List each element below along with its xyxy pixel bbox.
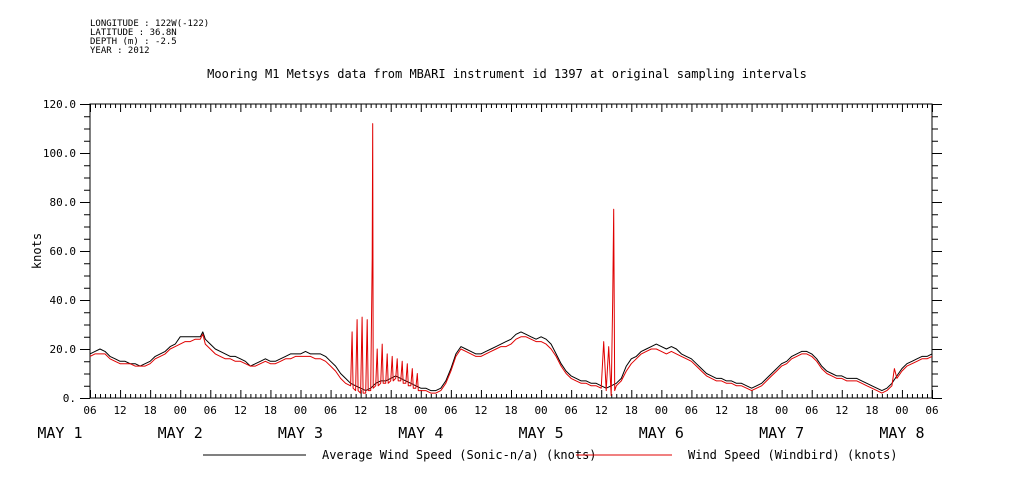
x-tick-label: 18 — [625, 404, 638, 417]
chart-axes: 06 12 18 00 06 12 18 00 06 12 18 00 06 12 18 00 06 12 18 00… — [30, 98, 942, 442]
x-tick-label: 18 — [144, 404, 157, 417]
meta-latitude: LATITUDE : 36.8N — [90, 28, 177, 38]
x-tick-label: 06 — [565, 404, 578, 417]
x-day-label: MAY 1 — [37, 424, 82, 442]
series-line-windbird — [90, 123, 932, 397]
legend: Average Wind Speed (Sonic-n/a) (knots) Wi… — [203, 448, 898, 462]
x-tick-label: 00 — [294, 404, 307, 417]
chart-title: Mooring M1 Metsys data from MBARI instru… — [207, 67, 807, 81]
x-tick-label: 12 — [234, 404, 247, 417]
x-tick-label: 18 — [865, 404, 878, 417]
x-tick-label: 06 — [805, 404, 818, 417]
y-tick-label: 100.0 — [43, 147, 76, 160]
plot-area — [90, 123, 932, 397]
y-tick-label: 80.0 — [50, 196, 77, 209]
y-tick-label: 0. — [63, 392, 76, 405]
x-tick-label: 00 — [775, 404, 788, 417]
meta-depth: DEPTH (m) : -2.5 — [90, 37, 177, 47]
x-tick-label: 12 — [715, 404, 728, 417]
x-day-label: MAY 8 — [879, 424, 924, 442]
x-tick-label: 18 — [745, 404, 758, 417]
x-day-label: MAY 3 — [278, 424, 323, 442]
meta-year: YEAR : 2012 — [90, 46, 150, 56]
y-tick-label: 20.0 — [50, 343, 77, 356]
x-day-label: MAY 2 — [158, 424, 203, 442]
legend-label-windbird: Wind Speed (Windbird) (knots) — [688, 448, 898, 462]
x-tick-label: 00 — [174, 404, 187, 417]
metadata-block: LONGITUDE : 122W(-122) LATITUDE : 36.8N … — [90, 20, 209, 56]
x-tick-label: 12 — [354, 404, 367, 417]
x-tick-label: 00 — [895, 404, 908, 417]
series-line-sonic — [90, 331, 932, 392]
x-tick-label: 12 — [835, 404, 848, 417]
x-tick-label: 00 — [414, 404, 427, 417]
y-tick-label: 60.0 — [50, 245, 77, 258]
x-day-label: MAY 5 — [518, 424, 563, 442]
x-day-label: MAY 7 — [759, 424, 804, 442]
x-tick-label: 12 — [113, 404, 126, 417]
x-tick-label: 06 — [685, 404, 698, 417]
y-axis-label: knots — [30, 233, 44, 269]
x-tick-label: 18 — [504, 404, 517, 417]
x-tick-label: 12 — [595, 404, 608, 417]
x-day-label: MAY 4 — [398, 424, 443, 442]
x-tick-label: 00 — [534, 404, 547, 417]
x-tick-label: 06 — [204, 404, 217, 417]
x-day-label: MAY 6 — [639, 424, 684, 442]
x-tick-label: 06 — [925, 404, 938, 417]
x-tick-label: 12 — [474, 404, 487, 417]
x-tick-label: 00 — [655, 404, 668, 417]
x-tick-label: 06 — [83, 404, 96, 417]
x-tick-label: 06 — [324, 404, 337, 417]
legend-label-sonic: Average Wind Speed (Sonic-n/a) (knots) — [322, 448, 597, 462]
y-tick-label: 40.0 — [50, 294, 77, 307]
x-tick-label: 06 — [444, 404, 457, 417]
x-tick-label: 18 — [264, 404, 277, 417]
meta-longitude: LONGITUDE : 122W(-122) — [90, 19, 210, 29]
x-tick-label: 18 — [384, 404, 397, 417]
y-tick-label: 120.0 — [43, 98, 76, 111]
